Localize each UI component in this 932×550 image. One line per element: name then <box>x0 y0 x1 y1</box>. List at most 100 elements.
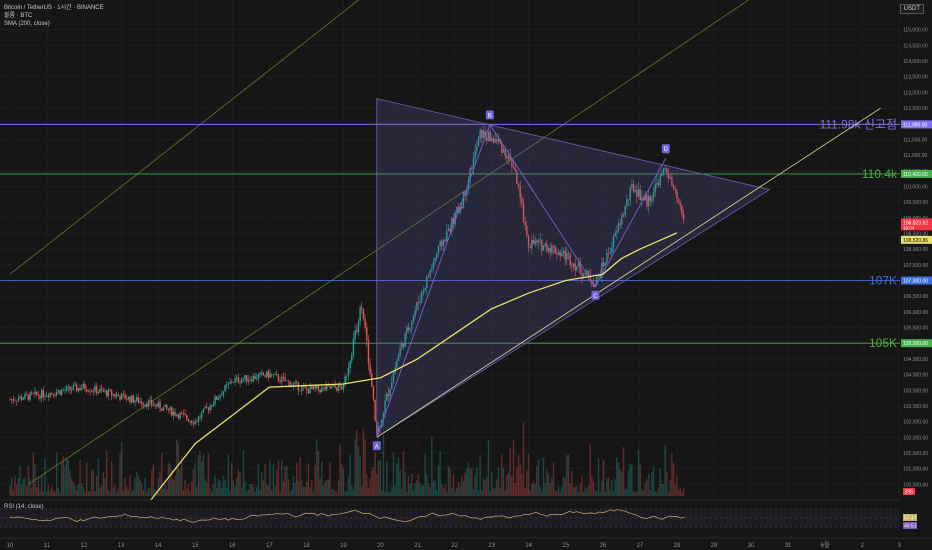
volume-bar <box>30 488 33 496</box>
volume-bars <box>9 421 685 496</box>
candle-body <box>459 206 461 213</box>
volume-bar <box>369 478 371 496</box>
volume-bar <box>314 464 316 496</box>
volume-bar <box>324 481 326 496</box>
volume-bar <box>554 490 556 496</box>
candle-body <box>547 247 550 252</box>
volume-bar <box>59 491 61 496</box>
volume-bar <box>167 462 170 496</box>
candle-body <box>397 355 400 361</box>
volume-bar <box>74 485 76 496</box>
candle-body <box>95 386 98 394</box>
level-price-tag-text: 107,000.00 <box>903 279 928 285</box>
volume-bar <box>231 462 233 496</box>
candle-body <box>249 379 251 381</box>
candle-body <box>406 327 408 333</box>
candle-body <box>104 390 106 392</box>
candle-body <box>271 373 273 375</box>
volume-bar <box>45 491 48 496</box>
candle-body <box>591 281 593 285</box>
volume-bar <box>484 480 486 496</box>
candle-body <box>521 197 523 204</box>
candle-body <box>209 405 211 411</box>
price-tick-label: 101,500.00 <box>903 451 928 457</box>
volume-bar <box>439 451 441 496</box>
currency-badge[interactable]: USDT <box>899 4 924 14</box>
candle-body <box>322 386 325 388</box>
volume-bar <box>362 428 365 496</box>
price-axis[interactable]: 115,000.00 114,500.00 114,000.00 113,500.00… <box>900 0 932 550</box>
volume-bar <box>394 485 396 496</box>
candle-body <box>306 387 308 390</box>
candle-body <box>631 184 633 188</box>
candle-body <box>50 392 53 394</box>
volume-bar <box>432 481 435 496</box>
volume-label[interactable]: 볼륨 · BTC <box>4 13 33 19</box>
candle-body <box>229 381 231 384</box>
volume-bar <box>541 491 543 496</box>
volume-bar <box>666 472 668 496</box>
volume-bar <box>216 487 218 496</box>
sma-line <box>150 232 678 501</box>
candle-body <box>357 321 360 332</box>
volume-bar <box>181 455 183 496</box>
candle-body <box>121 393 123 400</box>
candle-body <box>62 390 65 391</box>
candle-body <box>242 379 245 380</box>
sma-label[interactable]: SMA (200, close) <box>4 21 50 27</box>
symbol-label[interactable]: Bitcoin / TetherUS · 1시간 · BINANCE <box>4 5 104 11</box>
rsi-pane: RSI (14, close) <box>0 499 932 538</box>
candle-body <box>254 375 256 379</box>
volume-bar <box>12 489 15 496</box>
candle-body <box>622 214 625 216</box>
volume-bar <box>85 462 88 496</box>
volume-tag <box>903 488 915 495</box>
volume-bar <box>651 472 653 496</box>
candle-body <box>319 389 321 393</box>
price-tick-label: 104,000.00 <box>903 373 928 379</box>
candle-body <box>452 218 455 225</box>
candle-body <box>321 387 323 393</box>
candle-body <box>414 310 416 316</box>
candle-body <box>221 395 223 396</box>
candle-body <box>64 390 66 391</box>
candle-body <box>301 386 303 391</box>
candle-body <box>676 190 678 199</box>
volume-bar <box>592 481 595 496</box>
level-label: 107K <box>869 274 897 288</box>
volume-bar <box>341 464 343 496</box>
candle-body <box>669 177 671 179</box>
volume-bar <box>619 468 621 496</box>
candle-body <box>512 166 515 168</box>
candle-body <box>117 394 120 396</box>
candle-body <box>476 146 478 151</box>
candle-body <box>35 391 38 395</box>
volume-bar <box>19 465 21 496</box>
volume-bar <box>207 453 210 496</box>
candle-body <box>85 389 88 392</box>
price-tick-label: 111,500.00 <box>903 137 928 143</box>
candle-body <box>611 247 613 253</box>
volume-bar <box>294 483 296 496</box>
volume-bar <box>311 480 313 496</box>
volume-bar <box>302 486 305 496</box>
candle-body <box>439 241 441 246</box>
candle-body <box>92 390 95 392</box>
candle-body <box>559 252 561 256</box>
volume-bar <box>652 465 655 496</box>
candle-body <box>499 139 501 144</box>
volume-bar <box>567 454 570 496</box>
candle-body <box>79 387 81 390</box>
volume-bar <box>267 486 270 496</box>
candle-body <box>311 386 313 390</box>
volume-bar <box>414 482 416 496</box>
price-tick-label: 104,500.00 <box>903 357 928 363</box>
candle-body <box>136 397 138 401</box>
volume-bar <box>80 483 83 496</box>
volume-bar <box>647 473 650 496</box>
time-axis[interactable]: 10 11 12 13 14 15 16 17 18 19 20 21 22 23 24 25 26 27 28 29… <box>0 537 932 550</box>
candle-body <box>187 418 190 422</box>
candle-body <box>586 270 588 274</box>
volume-bar <box>35 487 38 496</box>
